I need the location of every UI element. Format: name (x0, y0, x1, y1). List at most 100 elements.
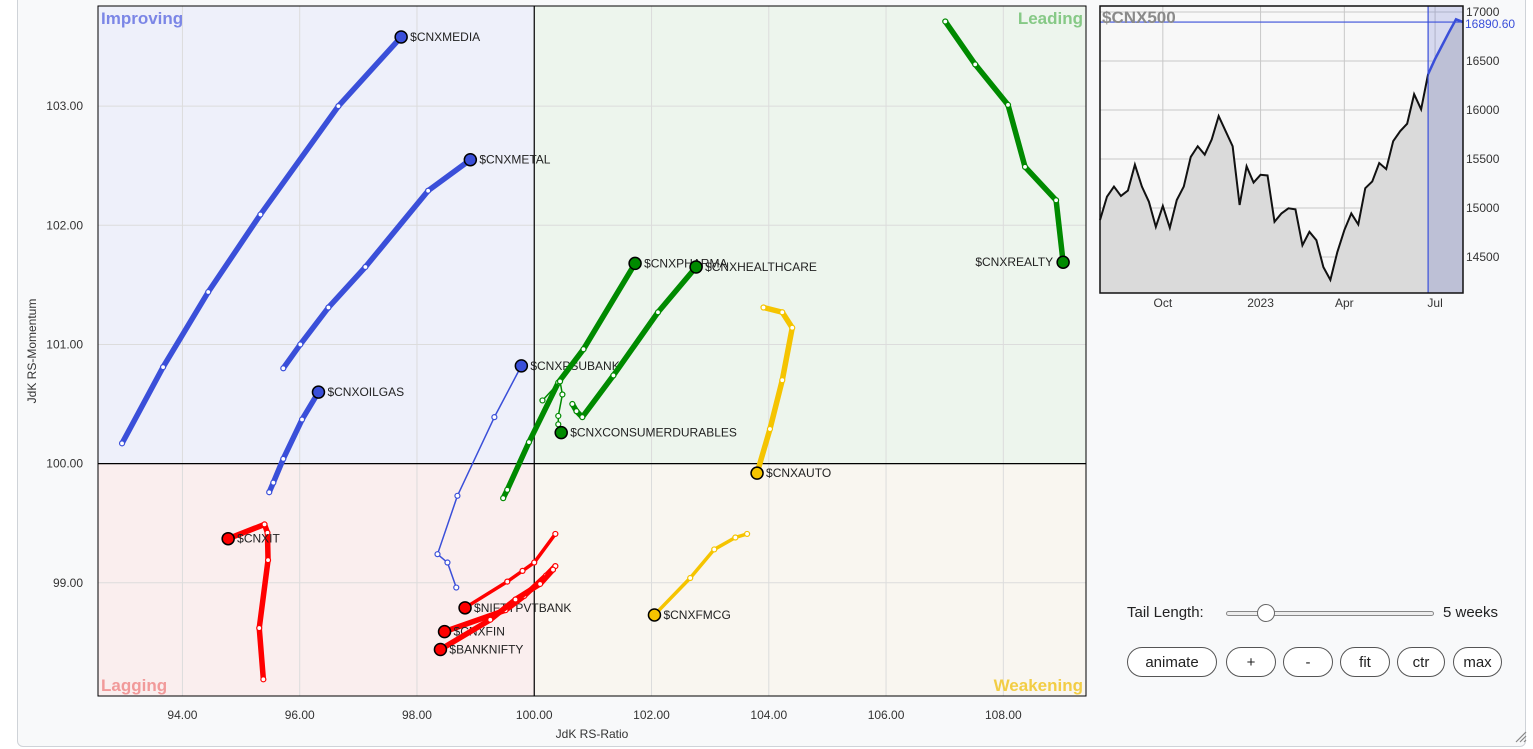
tail-point[interactable] (261, 521, 268, 528)
tail-point[interactable] (743, 530, 751, 538)
series-cnxrealty[interactable]: $CNXREALTY (942, 18, 1070, 269)
tail-point[interactable] (257, 211, 264, 218)
tail-point[interactable] (942, 18, 949, 25)
tail-point[interactable] (610, 372, 617, 379)
head-point[interactable] (458, 601, 472, 615)
series-cnxhealthcare[interactable]: $CNXHEALTHCARE (569, 260, 817, 421)
tail-point[interactable] (504, 486, 511, 493)
tail-point[interactable] (454, 492, 461, 499)
tail-point[interactable] (525, 439, 533, 446)
tail-point[interactable] (580, 346, 587, 353)
tail-point[interactable] (555, 412, 562, 420)
tail-point[interactable] (519, 567, 526, 574)
tail-point[interactable] (264, 529, 271, 536)
tail-point[interactable] (1004, 101, 1012, 109)
tail-point[interactable] (118, 440, 126, 447)
tail-point[interactable] (766, 425, 774, 433)
tail-point[interactable] (512, 596, 519, 603)
series-cnxpharma[interactable]: $CNXPHARMA (500, 256, 728, 502)
zoom-out-button[interactable]: - (1283, 647, 1333, 677)
head-point[interactable] (311, 385, 326, 399)
series-cnxconsumerdurables[interactable]: $CNXCONSUMERDURABLES (539, 378, 737, 440)
head-point[interactable] (433, 642, 448, 657)
tail-point[interactable] (1021, 163, 1029, 170)
tail-point[interactable] (579, 414, 586, 421)
tail-point[interactable] (531, 559, 538, 566)
tail-point[interactable] (552, 530, 559, 538)
head-point[interactable] (221, 531, 235, 546)
tail-point[interactable] (711, 546, 718, 553)
tail-point[interactable] (549, 566, 557, 573)
tail-point[interactable] (298, 416, 306, 423)
tail-point[interactable] (434, 551, 441, 558)
series-cnxfmcg[interactable]: $CNXFMCG (647, 530, 751, 622)
center-button[interactable]: ctr (1397, 647, 1445, 677)
tail-point[interactable] (491, 414, 498, 421)
tail-point[interactable] (504, 578, 511, 585)
head-point[interactable] (394, 30, 408, 44)
series-cnxauto[interactable]: $CNXAUTO (750, 304, 831, 480)
series-niftypvtbank[interactable]: $NIFTYPVTBANK (458, 530, 571, 615)
tail-point[interactable] (687, 574, 694, 582)
head-point[interactable] (1056, 255, 1070, 269)
tail-point[interactable] (559, 391, 566, 398)
head-point[interactable] (554, 425, 568, 440)
animate-button[interactable]: animate (1127, 647, 1217, 677)
tail-point[interactable] (159, 363, 167, 371)
tail-point[interactable] (453, 584, 460, 591)
maximize-button[interactable]: max (1453, 647, 1502, 677)
slider-track[interactable] (1226, 611, 1434, 616)
head-point[interactable] (437, 624, 452, 639)
tail-length-slider[interactable] (1226, 604, 1434, 622)
tail-point[interactable] (264, 557, 272, 564)
series-cnxpsubank[interactable]: $CNXPSUBANK (434, 359, 620, 591)
series-cnxit[interactable]: $CNXIT (221, 521, 281, 683)
tail-point[interactable] (270, 479, 277, 486)
price-tick-label: 14500 (1466, 250, 1500, 264)
tail-point[interactable] (335, 103, 342, 110)
head-point[interactable] (647, 608, 662, 622)
tail-point[interactable] (569, 400, 576, 408)
tail-point[interactable] (444, 559, 451, 566)
resize-grip-icon[interactable] (1513, 729, 1527, 743)
tail-point[interactable] (362, 263, 369, 271)
tail-point[interactable] (732, 534, 739, 541)
tail-point[interactable] (297, 341, 304, 348)
tail-point[interactable] (260, 676, 267, 683)
price-date-label: Apr (1335, 296, 1354, 310)
zoom-in-button[interactable]: + (1226, 647, 1276, 677)
tail-point[interactable] (205, 288, 212, 296)
head-point[interactable] (463, 152, 478, 167)
tail-point[interactable] (760, 304, 767, 311)
tail-point[interactable] (779, 377, 786, 384)
tail-point[interactable] (537, 580, 544, 588)
series-banknifty[interactable]: $BANKNIFTY (433, 566, 557, 657)
tail-point[interactable] (266, 489, 273, 496)
tail-point[interactable] (280, 365, 287, 372)
tail-point[interactable] (1052, 197, 1060, 204)
series-cnxmetal[interactable]: $CNXMETAL (280, 152, 551, 372)
price-date-label: 2023 (1247, 296, 1274, 310)
fit-button[interactable]: fit (1340, 647, 1390, 677)
tail-point[interactable] (487, 616, 494, 623)
tail-point[interactable] (573, 408, 580, 415)
tail-point[interactable] (539, 397, 546, 404)
series-cnxoilgas[interactable]: $CNXOILGAS (266, 385, 404, 496)
head-point[interactable] (628, 256, 642, 271)
tail-point[interactable] (972, 61, 979, 68)
series-cnxmedia[interactable]: $CNXMEDIA (118, 30, 481, 447)
head-point[interactable] (750, 466, 764, 480)
tail-point[interactable] (256, 624, 263, 632)
tail-point[interactable] (500, 495, 507, 502)
tail-point[interactable] (325, 304, 332, 311)
head-point[interactable] (689, 260, 703, 274)
slider-thumb[interactable] (1256, 604, 1275, 622)
tail-point[interactable] (654, 309, 662, 316)
tail-point[interactable] (789, 324, 796, 331)
tail-point[interactable] (280, 455, 287, 462)
head-point[interactable] (514, 359, 529, 373)
tail-point[interactable] (779, 309, 786, 316)
tail-point[interactable] (425, 187, 432, 194)
tail-point[interactable] (556, 378, 564, 385)
